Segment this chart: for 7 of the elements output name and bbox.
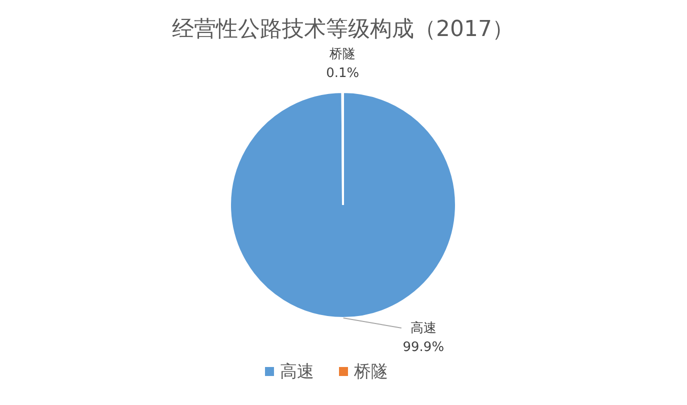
slice-label: 高速 [410,320,436,336]
slice-label: 桥隧 [328,47,356,62]
data-label: 0.1% [326,66,360,81]
data-label: 99.9% [402,340,444,355]
chart-title: 经营性公路技术等级构成（2017） [172,17,514,42]
legend-label: 高速 [280,362,314,382]
legend-label: 桥隧 [353,362,388,382]
